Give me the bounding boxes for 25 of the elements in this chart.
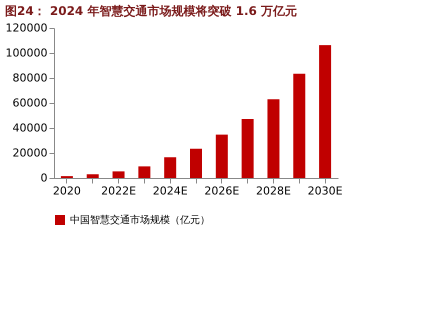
- bar: [190, 148, 202, 178]
- x-tick-label: 2022E: [101, 184, 136, 198]
- y-tick-label: 0: [40, 172, 48, 184]
- bar: [138, 166, 150, 178]
- bar: [293, 74, 306, 178]
- chart-title: 图24： 2024 年智慧交通市场规模将突破 1.6 万亿元: [5, 4, 298, 18]
- bar: [164, 157, 176, 178]
- bar: [242, 119, 254, 178]
- bar: [216, 134, 228, 178]
- x-tick-label: 2028E: [256, 184, 291, 198]
- bar: [112, 171, 125, 178]
- y-tick-label: 40000: [12, 122, 48, 134]
- y-tick-label: 100000: [6, 46, 48, 60]
- y-tick-label: 120000: [6, 22, 48, 34]
- x-tick-label: 2030E: [308, 184, 343, 198]
- x-tick-label: 2026E: [204, 184, 240, 198]
- y-tick-label: 60000: [12, 96, 48, 110]
- bar: [86, 174, 99, 178]
- y-tick-label: 20000: [12, 146, 48, 160]
- x-tick-label: 2020: [52, 184, 81, 198]
- y-tick-label: 80000: [12, 72, 48, 84]
- legend-label: 中国智慧交通市场规模（亿元）: [70, 214, 210, 226]
- bar: [319, 45, 332, 178]
- bar: [267, 99, 280, 178]
- x-tick-label: 2024E: [152, 184, 188, 198]
